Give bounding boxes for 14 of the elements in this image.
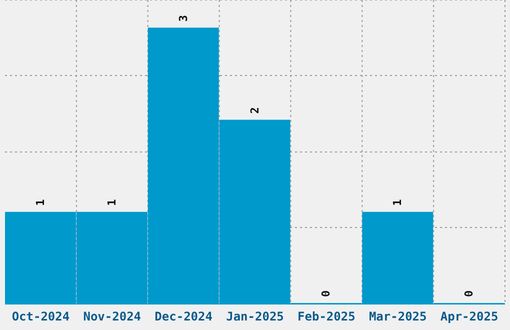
data-label: 0 (462, 290, 476, 297)
x-tick-label: Mar-2025 (368, 310, 427, 324)
data-label: 2 (248, 107, 262, 114)
data-label: 3 (176, 15, 190, 22)
data-label: 1 (34, 198, 47, 206)
x-tick-label: Dec-2024 (154, 310, 212, 324)
data-label: 1 (105, 198, 118, 206)
data-label: 1 (391, 198, 404, 206)
x-tick-label: Apr-2025 (440, 310, 498, 324)
x-tick-label: Nov-2024 (83, 310, 142, 324)
x-tick-label: Feb-2025 (298, 310, 356, 324)
x-tick-label: Jan-2025 (226, 310, 284, 324)
data-label: 0 (320, 290, 333, 297)
x-tick-label: Oct-2024 (12, 310, 70, 324)
